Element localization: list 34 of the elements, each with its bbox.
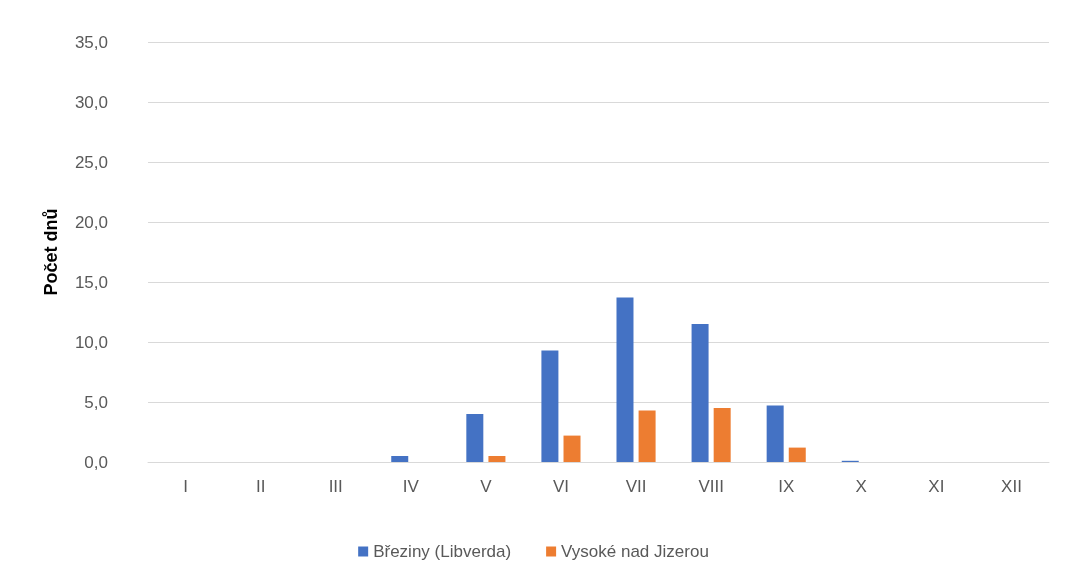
legend-label: Březiny (Libverda) [373,542,512,561]
x-tick-label: VII [625,477,647,496]
x-tick-label: III [328,477,343,496]
x-tick-label: VIII [698,477,724,496]
y-tick-label: 10,0 [74,332,108,352]
x-tick-label: VI [552,477,569,496]
bar [766,405,784,462]
y-tick-label: 20,0 [74,212,108,232]
x-tick-label: I [183,477,188,496]
bar [563,435,581,462]
bar [691,324,709,462]
y-tick-label: 30,0 [74,92,108,112]
x-tick-label: XII [1001,477,1022,496]
x-tick-label: IV [402,477,420,496]
y-tick-label: 0,0 [84,452,108,472]
x-tick-label: V [480,477,493,496]
x-tick-label: IX [778,477,795,496]
bar [391,456,409,462]
x-tick-label: II [255,477,266,496]
x-tick-label: X [855,477,867,496]
bar [488,456,506,462]
y-tick-label: 25,0 [74,152,108,172]
y-tick-label: 35,0 [74,32,108,52]
y-tick-label: 5,0 [84,392,108,412]
bar [638,410,656,462]
bar [788,447,806,462]
legend-label: Vysoké nad Jizerou [561,542,709,561]
y-axis-title: Počet dnů [41,208,61,296]
y-tick-label: 15,0 [74,272,108,292]
bar [616,297,634,462]
bar [713,408,731,462]
bar [466,414,484,462]
bar [541,350,559,462]
x-tick-label: XI [928,477,945,496]
